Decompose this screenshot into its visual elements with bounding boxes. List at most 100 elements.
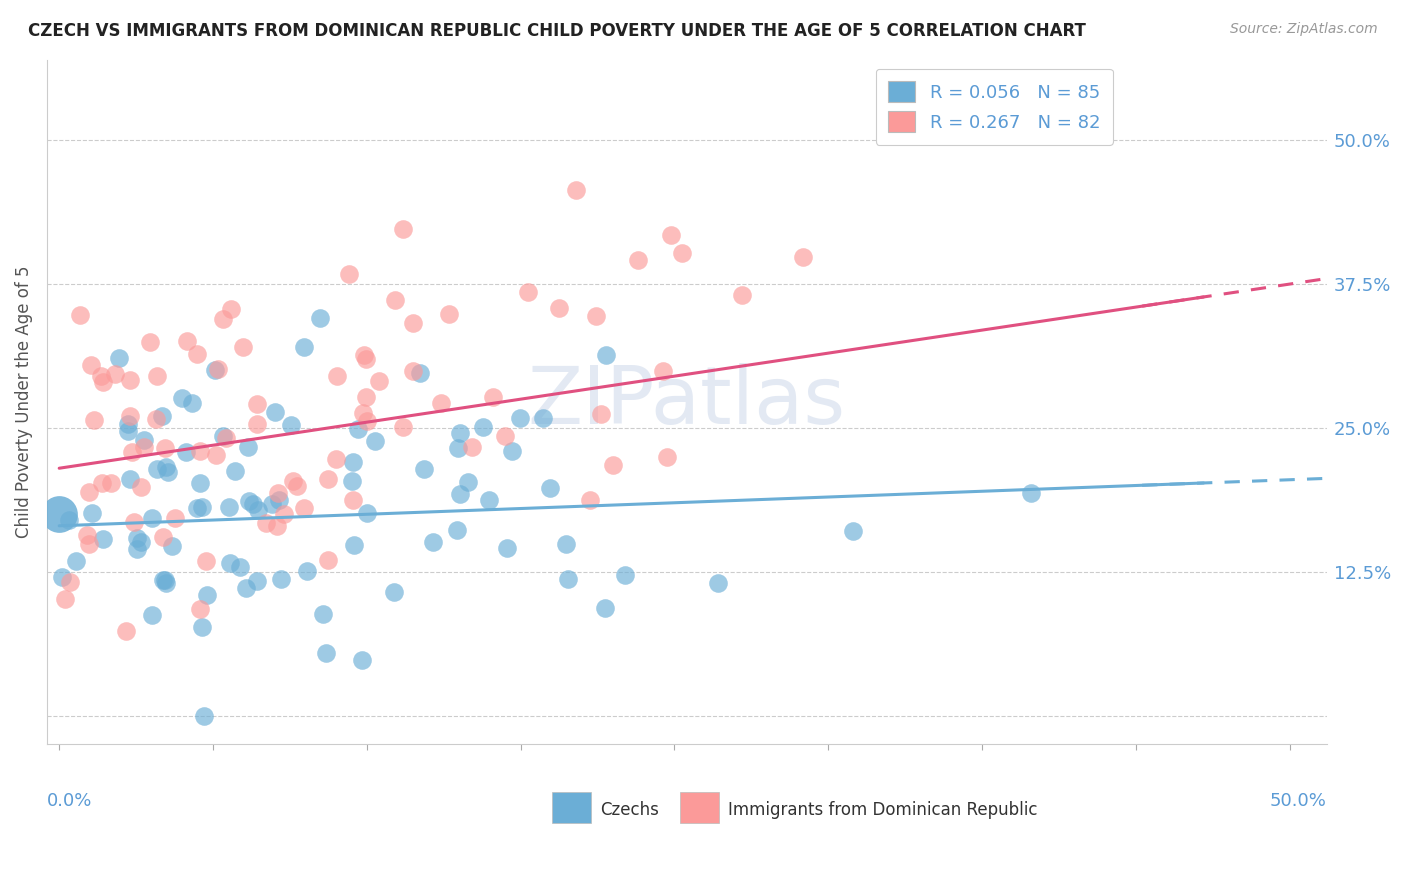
Point [352, 407, 374, 421]
Point [236, 440, 259, 454]
Point [731, 288, 754, 302]
FancyBboxPatch shape [553, 792, 591, 823]
Point [174, 445, 197, 459]
Point [160, 539, 183, 553]
Point [232, 340, 254, 354]
Point [267, 485, 290, 500]
Point [270, 572, 292, 586]
Point [316, 553, 339, 567]
Point [579, 493, 602, 508]
Point [58, 513, 80, 527]
Point [90, 368, 112, 383]
Point [125, 531, 148, 545]
Point [139, 334, 162, 349]
Point [145, 462, 167, 476]
Point [117, 424, 139, 438]
Point [146, 369, 169, 384]
Point [150, 409, 173, 423]
Point [356, 506, 378, 520]
Point [83, 413, 105, 427]
Point [104, 368, 127, 382]
Point [267, 492, 290, 507]
Point [80, 358, 103, 372]
Point [613, 568, 636, 582]
Point [108, 351, 131, 365]
Point [356, 414, 378, 428]
Text: Czechs: Czechs [600, 801, 658, 819]
Point [188, 475, 211, 490]
Point [280, 417, 302, 432]
Point [163, 511, 186, 525]
Point [337, 267, 360, 281]
Point [602, 458, 624, 472]
Point [48, 508, 70, 522]
Point [273, 507, 295, 521]
Point [501, 444, 523, 458]
Point [565, 183, 588, 197]
Point [593, 600, 616, 615]
Point [215, 431, 238, 445]
Point [228, 560, 250, 574]
Point [115, 624, 138, 638]
Point [205, 448, 228, 462]
Point [155, 574, 177, 588]
Point [132, 434, 155, 448]
Point [141, 511, 163, 525]
Point [266, 518, 288, 533]
Text: Source: ZipAtlas.com: Source: ZipAtlas.com [1230, 22, 1378, 37]
Point [180, 396, 202, 410]
Point [156, 465, 179, 479]
Point [292, 500, 315, 515]
Point [308, 311, 330, 326]
Point [409, 366, 432, 380]
Point [496, 541, 519, 556]
Point [80, 506, 103, 520]
Point [219, 302, 242, 317]
Point [316, 472, 339, 486]
Point [120, 373, 142, 387]
Point [155, 576, 177, 591]
Point [69, 308, 91, 322]
Point [53, 591, 76, 606]
Point [132, 440, 155, 454]
Point [326, 368, 349, 383]
Point [246, 503, 269, 517]
Point [285, 479, 308, 493]
Point [471, 420, 494, 434]
Point [707, 575, 730, 590]
Point [671, 246, 693, 260]
Point [76, 527, 98, 541]
Point [238, 494, 260, 508]
Legend: R = 0.056   N = 85, R = 0.267   N = 82: R = 0.056 N = 85, R = 0.267 N = 82 [876, 69, 1114, 145]
Point [176, 334, 198, 348]
Point [517, 285, 540, 299]
Text: ZIPatlas: ZIPatlas [527, 363, 846, 441]
Point [595, 348, 617, 362]
Point [191, 620, 214, 634]
Y-axis label: Child Poverty Under the Age of 5: Child Poverty Under the Age of 5 [15, 266, 32, 538]
Point [382, 584, 405, 599]
Point [412, 462, 434, 476]
Point [186, 347, 208, 361]
Point [557, 572, 579, 586]
Point [295, 564, 318, 578]
Point [449, 425, 471, 440]
Point [100, 475, 122, 490]
Text: 50.0%: 50.0% [1270, 792, 1327, 811]
Point [195, 588, 218, 602]
Point [652, 364, 675, 378]
Point [342, 493, 364, 508]
Point [353, 347, 375, 361]
Point [591, 407, 613, 421]
Point [212, 312, 235, 326]
Point [188, 444, 211, 458]
Point [354, 351, 377, 366]
Point [141, 608, 163, 623]
Point [91, 532, 114, 546]
Point [90, 475, 112, 490]
Point [402, 364, 425, 378]
Point [1019, 486, 1042, 500]
Point [186, 500, 208, 515]
Point [51, 570, 73, 584]
Point [170, 391, 193, 405]
